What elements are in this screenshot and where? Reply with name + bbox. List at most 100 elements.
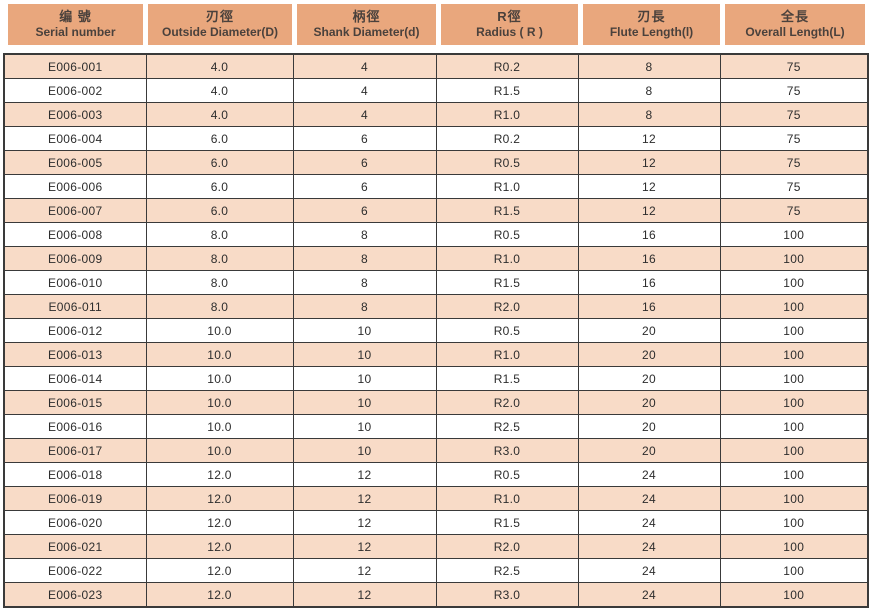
cell-overall-length: 100 [719,366,869,391]
cell-serial-number: E006-021 [3,534,147,559]
cell-shank-diameter: 4 [292,53,437,79]
cell-shank-diameter: 4 [292,102,437,127]
column-header-serial-number-en: Serial number [35,25,116,40]
cell-outside-diameter: 4.0 [145,78,294,103]
table-row: E006-022 12.0 12 R2.5 24 100 [3,558,869,583]
table-row: E006-016 10.0 10 R2.5 20 100 [3,414,869,439]
cell-serial-number: E006-018 [3,462,147,487]
cell-overall-length: 100 [719,246,869,271]
cell-flute-length: 24 [577,510,721,535]
cell-flute-length: 16 [577,294,721,319]
cell-radius: R2.0 [435,294,579,319]
cell-shank-diameter: 10 [292,318,437,343]
cell-radius: R1.5 [435,510,579,535]
column-header-flute-length-zh: 刃長 [637,8,666,24]
cell-outside-diameter: 10.0 [145,342,294,367]
table-row: E006-012 10.0 10 R0.5 20 100 [3,318,869,343]
cell-outside-diameter: 4.0 [145,53,294,79]
spec-table: E006-001 4.0 4 R0.2 8 75 E006-002 4.0 4 R1.5 8 75 E0… [3,53,869,608]
cell-shank-diameter: 8 [292,294,437,319]
cell-radius: R1.0 [435,102,579,127]
cell-radius: R1.5 [435,366,579,391]
column-header-serial-number: 编 號 Serial number [8,4,143,45]
column-header-shank-diameter-en: Shank Diameter(d) [313,25,420,40]
cell-serial-number: E006-015 [3,390,147,415]
cell-flute-length: 20 [577,390,721,415]
cell-overall-length: 75 [719,102,869,127]
cell-serial-number: E006-007 [3,198,147,223]
cell-shank-diameter: 12 [292,558,437,583]
cell-radius: R1.0 [435,246,579,271]
cell-radius: R1.0 [435,342,579,367]
cell-shank-diameter: 12 [292,534,437,559]
table-row: E006-010 8.0 8 R1.5 16 100 [3,270,869,295]
table-row: E006-009 8.0 8 R1.0 16 100 [3,246,869,271]
cell-flute-length: 20 [577,366,721,391]
cell-serial-number: E006-020 [3,510,147,535]
cell-outside-diameter: 6.0 [145,174,294,199]
cell-flute-length: 8 [577,78,721,103]
cell-serial-number: E006-001 [3,53,147,79]
cell-flute-length: 16 [577,270,721,295]
cell-shank-diameter: 10 [292,366,437,391]
cell-radius: R2.5 [435,558,579,583]
cell-flute-length: 20 [577,318,721,343]
table-row: E006-015 10.0 10 R2.0 20 100 [3,390,869,415]
column-header-shank-diameter-zh: 柄徑 [352,8,381,24]
cell-outside-diameter: 6.0 [145,126,294,151]
cell-radius: R0.5 [435,462,579,487]
cell-outside-diameter: 10.0 [145,366,294,391]
cell-radius: R2.0 [435,390,579,415]
column-header-outside-diameter-zh: 刃徑 [205,8,234,24]
table-row: E006-005 6.0 6 R0.5 12 75 [3,150,869,175]
cell-overall-length: 100 [719,390,869,415]
cell-shank-diameter: 6 [292,126,437,151]
cell-shank-diameter: 8 [292,222,437,247]
cell-outside-diameter: 8.0 [145,222,294,247]
cell-overall-length: 100 [719,414,869,439]
table-row: E006-018 12.0 12 R0.5 24 100 [3,462,869,487]
cell-radius: R2.0 [435,534,579,559]
table-row: E006-008 8.0 8 R0.5 16 100 [3,222,869,247]
cell-outside-diameter: 6.0 [145,198,294,223]
cell-flute-length: 24 [577,534,721,559]
cell-radius: R3.0 [435,582,579,608]
cell-serial-number: E006-012 [3,318,147,343]
cell-shank-diameter: 6 [292,174,437,199]
cell-flute-length: 12 [577,150,721,175]
column-header-flute-length: 刃長 Flute Length(l) [583,4,720,45]
table-row: E006-017 10.0 10 R3.0 20 100 [3,438,869,463]
cell-serial-number: E006-016 [3,414,147,439]
cell-shank-diameter: 12 [292,486,437,511]
cell-overall-length: 100 [719,486,869,511]
table-row: E006-003 4.0 4 R1.0 8 75 [3,102,869,127]
table-row: E006-019 12.0 12 R1.0 24 100 [3,486,869,511]
cell-overall-length: 75 [719,53,869,79]
cell-outside-diameter: 6.0 [145,150,294,175]
cell-shank-diameter: 12 [292,582,437,608]
cell-overall-length: 100 [719,270,869,295]
cell-shank-diameter: 10 [292,414,437,439]
cell-serial-number: E006-002 [3,78,147,103]
cell-serial-number: E006-023 [3,582,147,608]
cell-radius: R0.5 [435,318,579,343]
cell-serial-number: E006-006 [3,174,147,199]
cell-radius: R2.5 [435,414,579,439]
cell-serial-number: E006-004 [3,126,147,151]
cell-flute-length: 12 [577,174,721,199]
table-row: E006-001 4.0 4 R0.2 8 75 [3,53,869,79]
cell-overall-length: 75 [719,174,869,199]
cell-shank-diameter: 8 [292,270,437,295]
table-row: E006-006 6.0 6 R1.0 12 75 [3,174,869,199]
column-header-shank-diameter: 柄徑 Shank Diameter(d) [297,4,436,45]
cell-overall-length: 100 [719,318,869,343]
column-header-serial-number-zh: 编 號 [59,8,92,24]
cell-radius: R1.0 [435,486,579,511]
cell-overall-length: 100 [719,342,869,367]
cell-overall-length: 100 [719,510,869,535]
cell-flute-length: 24 [577,462,721,487]
cell-overall-length: 75 [719,150,869,175]
table-row: E006-020 12.0 12 R1.5 24 100 [3,510,869,535]
cell-outside-diameter: 12.0 [145,510,294,535]
cell-outside-diameter: 8.0 [145,294,294,319]
